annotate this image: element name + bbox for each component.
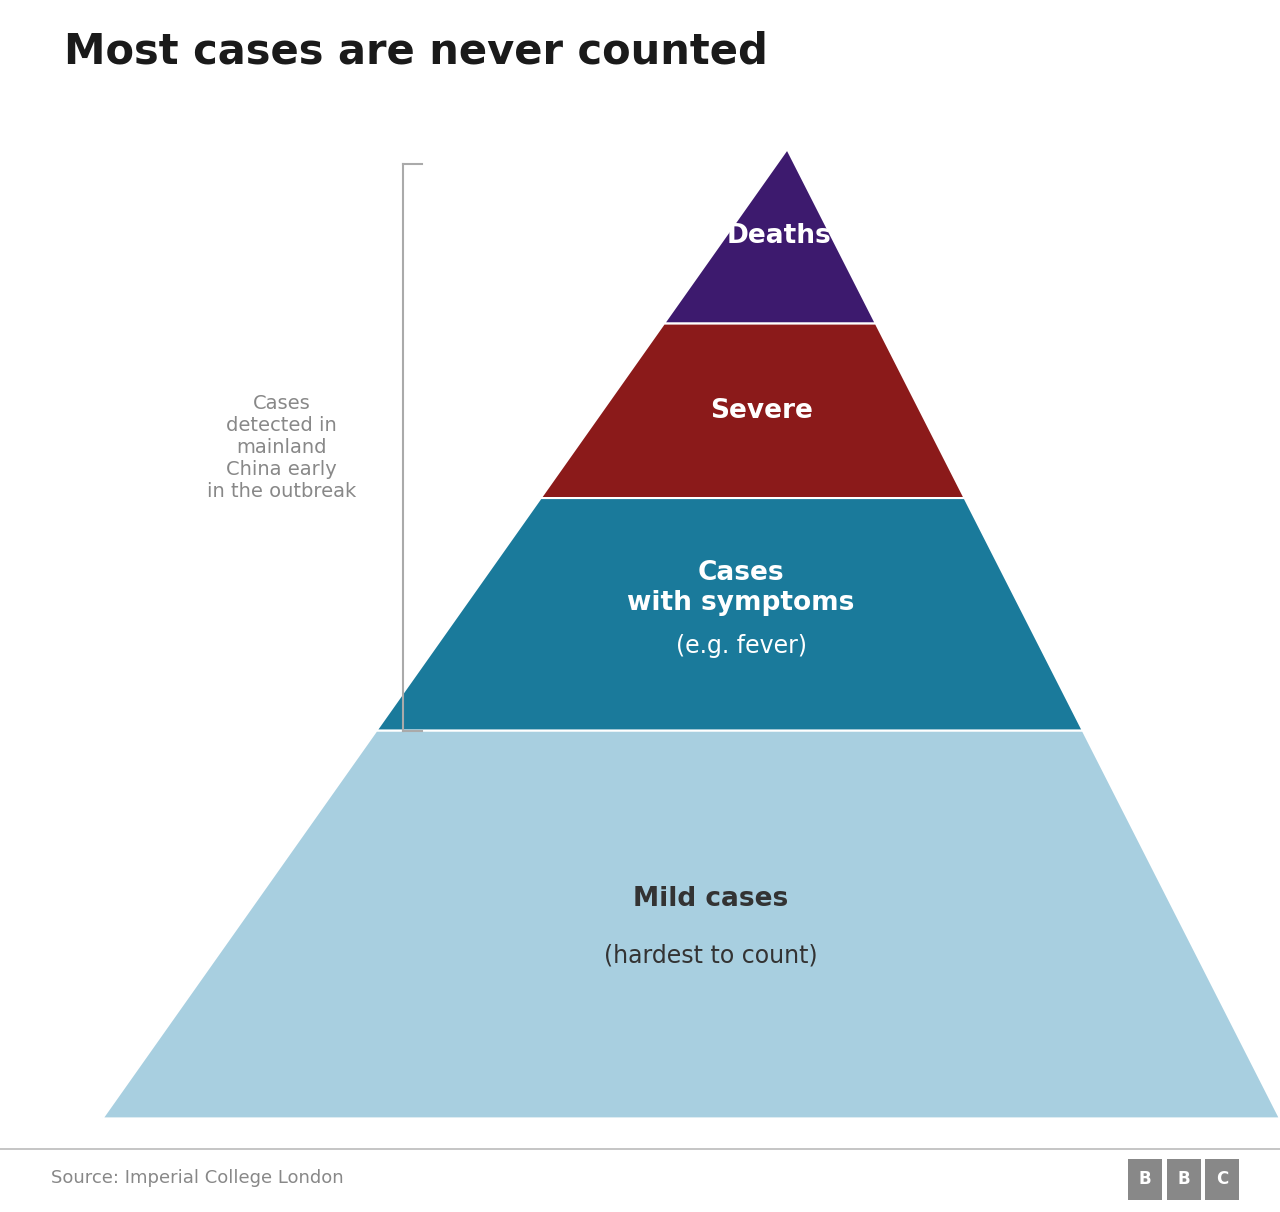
Text: Deaths: Deaths (726, 223, 831, 250)
Text: Cases
with symptoms: Cases with symptoms (627, 560, 855, 617)
Text: (hardest to count): (hardest to count) (604, 944, 817, 968)
Text: C: C (1216, 1171, 1228, 1188)
Bar (1129, 1159, 1162, 1200)
Text: Most cases are never counted: Most cases are never counted (64, 30, 768, 73)
Text: B: B (1139, 1171, 1152, 1188)
Text: B: B (1178, 1171, 1190, 1188)
Polygon shape (540, 324, 965, 498)
Polygon shape (664, 149, 876, 324)
Text: Source: Imperial College London: Source: Imperial College London (51, 1170, 344, 1187)
Polygon shape (376, 498, 1083, 731)
Text: Mild cases: Mild cases (632, 886, 788, 911)
Bar (1167, 1159, 1201, 1200)
Bar (1206, 1159, 1239, 1200)
Text: Cases
detected in
mainland
China early
in the outbreak: Cases detected in mainland China early i… (207, 394, 356, 501)
Polygon shape (102, 731, 1280, 1119)
Text: (e.g. fever): (e.g. fever) (676, 634, 806, 658)
Text: Severe: Severe (710, 398, 813, 424)
